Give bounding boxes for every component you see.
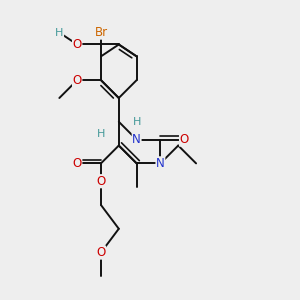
Text: O: O (73, 157, 82, 170)
Text: O: O (96, 175, 106, 188)
Text: O: O (73, 74, 82, 87)
Text: O: O (180, 133, 189, 146)
Text: Br: Br (94, 26, 107, 39)
Text: N: N (156, 157, 165, 170)
Text: O: O (73, 38, 82, 51)
Text: H: H (97, 129, 105, 139)
Text: H: H (55, 28, 64, 38)
Text: H: H (132, 117, 141, 127)
Text: N: N (132, 133, 141, 146)
Text: O: O (96, 246, 106, 259)
